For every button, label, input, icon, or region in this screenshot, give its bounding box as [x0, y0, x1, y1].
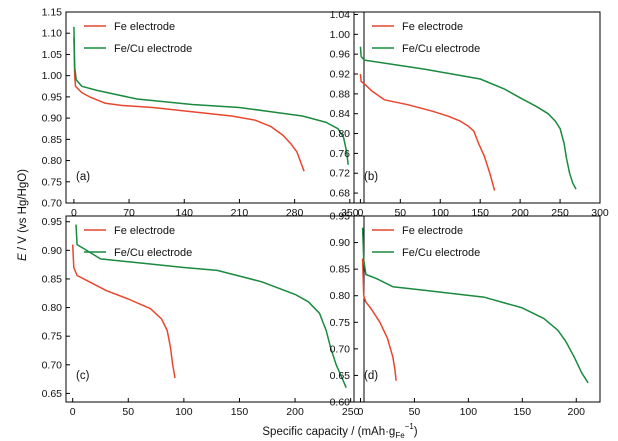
x-tick-label-c-4: 200 — [286, 406, 304, 418]
x-axis-title-main: Specific capacity / (mAh·g — [262, 426, 395, 438]
panel-c: 0 50 100 150 200 250 0.65 0.70 0.75 0.80 0.85 0.90 0… — [42, 215, 365, 418]
panel-label-a: (a) — [76, 171, 90, 183]
y-tick-label-c-2: 0.75 — [42, 331, 63, 343]
y-tick-label-d-5: 0.85 — [330, 264, 351, 276]
y-axis-title-text: / V (vs Hg/HgO) — [17, 169, 29, 254]
x-tick-label-b-4: 200 — [511, 207, 529, 219]
series-line-a-fe — [73, 37, 305, 172]
legend-label-a-fecu: Fe/Cu electrode — [114, 43, 192, 55]
plot-frame-a — [65, 11, 365, 204]
series-line-d-fe — [361, 258, 397, 381]
y-tick-label-c-3: 0.80 — [42, 302, 63, 314]
legend-label-b-fe: Fe electrode — [402, 21, 463, 33]
x-axis-title-end: ) — [414, 426, 418, 438]
y-tick-label-d-6: 0.90 — [330, 237, 351, 249]
x-tick-label-a-1: 70 — [123, 207, 135, 219]
x-tick-label-a-3: 210 — [231, 207, 249, 219]
x-axis-title-sub: Fe — [395, 431, 405, 440]
series-line-c-fecu — [75, 224, 347, 388]
x-tick-label-c-3: 150 — [231, 406, 249, 418]
x-tick-label-b-2: 100 — [431, 207, 449, 219]
series-line-d-fecu — [361, 227, 589, 384]
x-tick-label-c-1: 50 — [122, 406, 134, 418]
plot-frame-b — [353, 11, 601, 204]
y-tick-label-d-7: 0.95 — [330, 211, 351, 223]
y-tick-label-a-9: 1.15 — [42, 7, 63, 19]
y-tick-label-b-7: 0.96 — [330, 49, 351, 61]
x-axis-title: Specific capacity / (mAh·gFe−1) — [262, 422, 417, 440]
panel-label-b: (b) — [364, 171, 378, 183]
panel-label-d: (d) — [364, 370, 378, 382]
y-axis-title: E / V (vs Hg/HgO) — [17, 169, 29, 261]
x-tick-label-a-0: 0 — [71, 207, 77, 219]
panel-a: 0 70 140 210 280 3500.700.750.800.850.900.951… — [42, 7, 365, 219]
x-tick-label-d-1: 50 — [409, 406, 421, 418]
y-tick-label-d-0: 0.60 — [330, 397, 351, 409]
legend-label-c-fe: Fe electrode — [114, 225, 175, 237]
x-tick-label-d-2: 100 — [460, 406, 478, 418]
x-tick-label-b-5: 250 — [551, 207, 569, 219]
x-tick-label-c-5: 250 — [342, 406, 360, 418]
panel-label-c: (c) — [76, 370, 90, 382]
y-tick-label-a-3: 0.85 — [42, 134, 63, 146]
y-tick-label-b-6: 0.92 — [330, 69, 351, 81]
y-tick-label-c-0: 0.65 — [42, 388, 63, 400]
legend-label-d-fecu: Fe/Cu electrode — [402, 247, 480, 259]
series-line-b-fe — [359, 73, 496, 191]
y-tick-label-b-3: 0.80 — [330, 128, 351, 140]
x-tick-label-c-0: 0 — [70, 406, 76, 418]
y-tick-label-b-1: 0.72 — [330, 168, 351, 180]
panel-b: 0 50 100 150 200 250 3000.680.720.760.800.840.… — [330, 9, 609, 219]
legend-label-c-fecu: Fe/Cu electrode — [114, 247, 192, 259]
series-line-c-fe — [71, 244, 176, 379]
y-tick-label-d-1: 0.65 — [330, 370, 351, 382]
x-tick-label-b-0: 0 — [357, 207, 363, 219]
y-tick-label-c-5: 0.90 — [42, 245, 63, 257]
y-tick-label-a-6: 1.00 — [42, 70, 63, 82]
y-tick-label-b-0: 0.68 — [330, 188, 351, 200]
y-tick-label-a-1: 0.75 — [42, 176, 63, 188]
x-tick-label-d-3: 150 — [514, 406, 532, 418]
y-tick-label-b-9: 1.04 — [330, 9, 351, 21]
x-tick-label-c-2: 100 — [175, 406, 193, 418]
x-tick-label-a-4: 280 — [286, 207, 304, 219]
legend-label-a-fe: Fe electrode — [114, 21, 175, 33]
legend-label-b-fecu: Fe/Cu electrode — [402, 43, 480, 55]
y-tick-label-a-7: 1.05 — [42, 49, 63, 61]
chart-panels: 0 70 140 210 280 3500.700.750.800.850.900.951… — [42, 7, 609, 419]
y-tick-label-d-2: 0.70 — [330, 343, 351, 355]
y-tick-label-a-4: 0.90 — [42, 113, 63, 125]
x-axis-title-sup: −1 — [405, 422, 415, 431]
y-tick-label-d-4: 0.80 — [330, 290, 351, 302]
y-tick-label-c-6: 0.95 — [42, 216, 63, 228]
plot-frame-c — [65, 215, 365, 403]
plot-frame-d — [353, 215, 601, 403]
y-tick-label-c-4: 0.85 — [42, 273, 63, 285]
x-tick-label-d-4: 200 — [567, 406, 585, 418]
y-tick-label-c-1: 0.70 — [42, 359, 63, 371]
y-tick-label-d-3: 0.75 — [330, 317, 351, 329]
y-tick-label-b-8: 1.00 — [330, 29, 351, 41]
panel-d: 0 50 100 150 200 0.60 0.65 0.70 0.75 0.80 0.85 0.90… — [330, 211, 601, 418]
series-line-a-fecu — [73, 26, 349, 165]
y-tick-label-a-2: 0.80 — [42, 155, 63, 167]
x-tick-label-d-0: 0 — [358, 406, 364, 418]
y-tick-label-b-5: 0.88 — [330, 88, 351, 100]
y-axis-title-symbol: E — [17, 253, 29, 261]
y-tick-label-a-8: 1.10 — [42, 28, 63, 40]
series-line-b-fecu — [359, 46, 577, 190]
x-tick-label-b-3: 150 — [471, 207, 489, 219]
x-tick-label-b-1: 50 — [394, 207, 406, 219]
legend-label-d-fe: Fe electrode — [402, 225, 463, 237]
y-tick-label-a-0: 0.70 — [42, 198, 63, 210]
x-tick-label-a-2: 140 — [175, 207, 193, 219]
y-tick-label-a-5: 0.95 — [42, 91, 63, 103]
y-tick-label-b-2: 0.76 — [330, 148, 351, 160]
y-tick-label-b-4: 0.84 — [330, 108, 351, 120]
